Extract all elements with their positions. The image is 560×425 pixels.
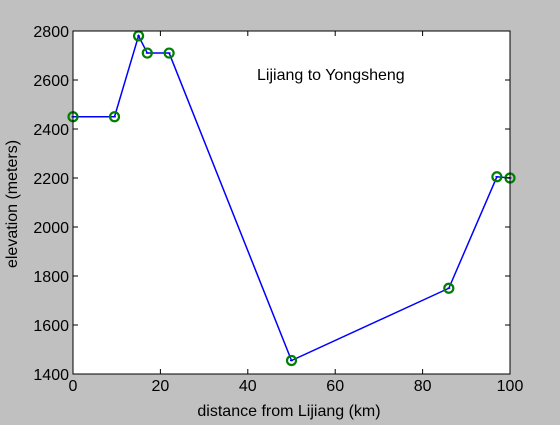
chart-annotation: Lijiang to Yongsheng: [257, 67, 405, 84]
y-tick-label: 2000: [33, 220, 69, 237]
y-tick-label: 1800: [33, 269, 69, 286]
x-tick-label: 0: [69, 378, 78, 395]
x-tick-label: 20: [152, 378, 170, 395]
y-tick-label: 1400: [33, 367, 69, 384]
data-point: [108, 111, 121, 123]
y-tick-label: 1600: [33, 318, 69, 335]
x-axis-label: distance from Lijiang (km): [197, 403, 380, 420]
y-tick-label: 2600: [33, 73, 69, 90]
axis-ticks: 0 20 40 60 80 100 1400 1600 1800 2000 2200 2400 2600…: [33, 24, 523, 395]
x-tick-label: 80: [414, 378, 432, 395]
axes-background: [73, 31, 510, 374]
axes-frame: [72, 30, 511, 375]
y-tick-label: 2800: [33, 24, 69, 41]
x-tick-label: 60: [326, 378, 344, 395]
y-tick-label: 2400: [33, 122, 69, 139]
y-tick-label: 2200: [33, 171, 69, 188]
data-point: [443, 282, 455, 294]
x-tick-label: 40: [239, 378, 257, 395]
data-point: [491, 171, 503, 183]
data-point: [163, 47, 175, 59]
y-axis-label: elevation (meters): [4, 140, 21, 268]
data-point: [285, 354, 298, 367]
data-point: [141, 47, 153, 59]
x-tick-label: 100: [497, 378, 524, 395]
